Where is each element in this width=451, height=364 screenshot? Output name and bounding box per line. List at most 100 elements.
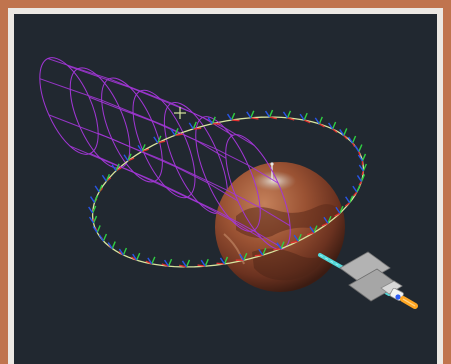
3d-viewport[interactable] xyxy=(14,14,437,364)
axis-y xyxy=(223,256,229,265)
axis-z xyxy=(88,206,94,214)
axis-triad xyxy=(321,215,332,227)
axis-triad xyxy=(358,163,367,176)
axis-z xyxy=(101,174,107,182)
planet-dark-region-south xyxy=(252,248,326,281)
axis-triad xyxy=(328,121,338,133)
axis-triad xyxy=(145,256,156,265)
axis-y xyxy=(358,144,363,152)
axis-z xyxy=(137,145,143,152)
axis-y xyxy=(262,247,267,256)
axis-y xyxy=(127,153,132,162)
axis-y xyxy=(361,153,367,162)
spacecraft[interactable] xyxy=(318,251,418,309)
axis-triad xyxy=(161,258,173,267)
axis-y xyxy=(331,121,337,130)
axis-y xyxy=(192,121,197,130)
axis-y xyxy=(102,233,108,242)
axis-triad xyxy=(153,135,166,144)
solar-panel-upper xyxy=(339,251,391,285)
axis-z xyxy=(153,136,159,144)
axis-x xyxy=(174,133,183,136)
axis-triad xyxy=(88,215,98,224)
scene-canvas[interactable] xyxy=(14,14,437,364)
axis-triad xyxy=(254,247,267,257)
axis-triad xyxy=(123,153,135,162)
axis-z xyxy=(357,154,364,162)
axis-z xyxy=(239,253,245,261)
axis-y xyxy=(167,258,173,267)
axis-z xyxy=(358,164,364,172)
window-bezel xyxy=(8,8,443,364)
axis-y xyxy=(348,195,354,204)
axis-y xyxy=(122,247,128,256)
axis-triad xyxy=(357,153,367,165)
axis-y xyxy=(115,163,120,172)
antenna-highlight xyxy=(402,298,416,307)
wireframe-longitude xyxy=(48,114,239,202)
axis-z xyxy=(188,122,194,130)
cylinder-wireframe-back xyxy=(39,57,255,215)
axis-y xyxy=(230,112,236,121)
axis-triad xyxy=(131,252,141,261)
axis-y xyxy=(351,135,357,144)
axis-z xyxy=(147,257,153,265)
axis-x xyxy=(157,140,166,144)
axis-y xyxy=(327,215,332,224)
axis-triad xyxy=(101,173,112,182)
axis-triad xyxy=(273,241,285,251)
axis-x xyxy=(269,116,277,120)
axis-x xyxy=(361,170,365,176)
axis-triad xyxy=(88,205,97,214)
axis-triad xyxy=(290,233,302,244)
axis-z xyxy=(356,175,363,182)
planet[interactable] xyxy=(215,162,345,292)
axis-y xyxy=(111,241,116,249)
axis-triad xyxy=(306,225,318,236)
axis-x xyxy=(197,264,206,267)
axis-y xyxy=(343,128,348,136)
axis-z xyxy=(314,117,320,125)
axis-z xyxy=(323,216,329,224)
axis-z xyxy=(94,185,100,193)
axis-triad xyxy=(352,184,361,197)
axis-y xyxy=(92,205,97,214)
axis-triad xyxy=(89,195,99,203)
axis-triad xyxy=(118,247,128,256)
axis-x xyxy=(290,240,299,244)
axis-y xyxy=(268,109,274,118)
cylinder-wireframe-front xyxy=(48,96,291,250)
axis-z xyxy=(200,259,206,267)
axis-y xyxy=(105,173,111,182)
axis-y xyxy=(362,163,367,172)
axis-y xyxy=(157,135,162,144)
axis-x xyxy=(216,262,225,265)
axis-z xyxy=(328,122,334,130)
axis-z xyxy=(345,196,351,204)
axis-y xyxy=(356,184,361,193)
axis-y xyxy=(280,241,285,249)
axis-x xyxy=(318,123,325,128)
axis-triad xyxy=(111,163,122,172)
axis-triad xyxy=(334,205,344,217)
axis-x xyxy=(250,117,259,120)
axis-z xyxy=(226,113,233,121)
axis-z xyxy=(107,242,113,249)
axis-z xyxy=(299,113,305,121)
axis-y xyxy=(211,116,216,125)
axis-y xyxy=(136,252,141,261)
spacecraft-thruster xyxy=(395,294,401,300)
axis-z xyxy=(92,226,98,233)
axis-x xyxy=(141,148,150,153)
planet-dark-region xyxy=(236,204,340,238)
axis-z xyxy=(118,248,124,256)
axis-x xyxy=(334,212,341,217)
axis-z xyxy=(181,260,188,268)
axis-z xyxy=(276,242,282,250)
axis-y xyxy=(98,184,103,193)
axis-y xyxy=(297,233,302,242)
axis-triad xyxy=(92,225,101,233)
axis-z xyxy=(264,110,271,118)
axis-triad xyxy=(347,135,357,148)
